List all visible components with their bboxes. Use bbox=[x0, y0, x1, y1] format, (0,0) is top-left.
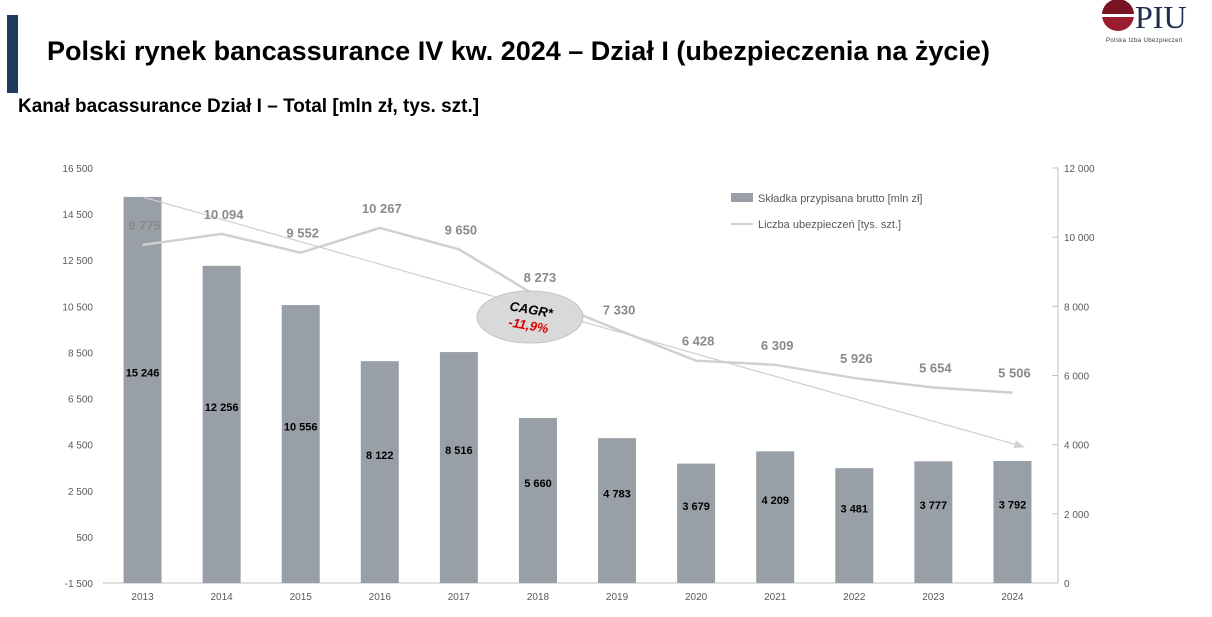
bar-2021 bbox=[756, 451, 795, 583]
bar-value-label: 5 660 bbox=[524, 478, 552, 490]
bar-2020 bbox=[677, 463, 716, 583]
right-tick-label: 2 000 bbox=[1064, 510, 1089, 521]
cagr-annotation: CAGR*-11,9% bbox=[476, 290, 584, 344]
bar-2018 bbox=[518, 417, 557, 583]
bar-2023 bbox=[914, 461, 953, 583]
line-value-label: 6 428 bbox=[682, 334, 715, 349]
bar-value-label: 8 516 bbox=[445, 445, 473, 457]
bar-series: 15 246 12 256 10 556 8 122 8 516 5 660 4 783 3 … bbox=[123, 196, 1032, 583]
bar-value-label: 4 209 bbox=[761, 495, 789, 507]
x-axis: 2013 2014 2015 2016 2017 2018 2019 2020 2021 2022… bbox=[103, 582, 1052, 603]
bar-value-label: 10 556 bbox=[284, 422, 318, 434]
trend-arrow-line bbox=[142, 196, 1025, 448]
line-value-label: 5 506 bbox=[998, 366, 1031, 381]
bancassurance-chart: -1 500 500 2 500 4 500 6 500 8 500 10 500 12 50… bbox=[62, 164, 1095, 603]
x-tick-label: 2021 bbox=[764, 592, 787, 603]
bar-2024 bbox=[993, 460, 1032, 583]
x-tick-label: 2016 bbox=[369, 592, 392, 603]
bar-2014 bbox=[202, 265, 241, 583]
x-tick-label: 2019 bbox=[606, 592, 629, 603]
line-value-label: 6 309 bbox=[761, 338, 794, 353]
left-tick-label: 14 500 bbox=[62, 210, 93, 221]
cagr-bubble bbox=[476, 290, 584, 344]
line-value-label: 5 926 bbox=[840, 351, 873, 366]
bar-value-label: 3 792 bbox=[999, 500, 1027, 512]
bar-value-label: 12 256 bbox=[205, 402, 239, 414]
line-value-label: 5 654 bbox=[919, 360, 952, 375]
x-tick-label: 2014 bbox=[211, 592, 234, 603]
title-accent-bar bbox=[7, 15, 18, 93]
x-tick-label: 2018 bbox=[527, 592, 550, 603]
trend-arrow-head bbox=[1013, 440, 1025, 449]
bar-2015 bbox=[281, 305, 320, 583]
line-value-label: 7 330 bbox=[603, 303, 636, 318]
left-tick-label: 500 bbox=[76, 533, 93, 544]
left-tick-label: 2 500 bbox=[68, 487, 93, 498]
line-value-label: 9 775 bbox=[128, 218, 161, 233]
piu-logo: PIU bbox=[1102, 0, 1187, 35]
right-tick-label: 4 000 bbox=[1064, 441, 1089, 452]
right-tick-label: 12 000 bbox=[1064, 164, 1095, 175]
left-tick-label: -1 500 bbox=[65, 579, 94, 590]
x-tick-label: 2022 bbox=[843, 592, 866, 603]
x-tick-label: 2023 bbox=[922, 592, 945, 603]
left-tick-label: 6 500 bbox=[68, 395, 93, 406]
left-tick-label: 10 500 bbox=[62, 302, 93, 313]
right-tick-label: 6 000 bbox=[1064, 372, 1089, 383]
right-tick-label: 8 000 bbox=[1064, 302, 1089, 313]
right-tick-label: 0 bbox=[1064, 579, 1070, 590]
legend-bar-label: Składka przypisana brutto [mln zł] bbox=[758, 193, 922, 205]
bar-value-label: 8 122 bbox=[366, 450, 394, 462]
left-tick-label: 8 500 bbox=[68, 348, 93, 359]
bar-value-label: 4 783 bbox=[603, 488, 631, 500]
left-axis: -1 500 500 2 500 4 500 6 500 8 500 10 500 12 50… bbox=[62, 164, 93, 590]
bar-value-label: 3 481 bbox=[841, 503, 869, 515]
legend-line-label: Liczba ubezpieczeń [tys. szt.] bbox=[758, 219, 901, 231]
left-tick-label: 4 500 bbox=[68, 441, 93, 452]
logo-caption: Polska Izba Ubezpieczeń bbox=[1106, 38, 1183, 44]
chart-subtitle: Kanał bacassurance Dział I – Total [mln … bbox=[18, 96, 480, 117]
line-value-label: 10 094 bbox=[204, 207, 245, 222]
bar-2016 bbox=[360, 361, 399, 583]
x-tick-label: 2015 bbox=[290, 592, 313, 603]
left-tick-label: 16 500 bbox=[62, 164, 93, 175]
logo-text: PIU bbox=[1135, 0, 1187, 35]
legend-bar-swatch bbox=[731, 193, 753, 202]
page-title: Polski rynek bancassurance IV kw. 2024 –… bbox=[47, 36, 990, 66]
bar-value-label: 15 246 bbox=[126, 368, 160, 380]
right-tick-label: 10 000 bbox=[1064, 233, 1095, 244]
x-tick-label: 2024 bbox=[1001, 592, 1024, 603]
cagr-trend bbox=[142, 196, 1025, 449]
line-value-label: 9 650 bbox=[445, 222, 478, 237]
line-value-label: 10 267 bbox=[362, 201, 402, 216]
x-tick-label: 2020 bbox=[685, 592, 708, 603]
bar-value-label: 3 679 bbox=[682, 501, 710, 513]
left-tick-label: 12 500 bbox=[62, 256, 93, 267]
bar-2022 bbox=[835, 468, 874, 583]
line-value-label: 9 552 bbox=[286, 226, 319, 241]
legend: Składka przypisana brutto [mln zł] Liczba… bbox=[731, 193, 922, 231]
bar-2019 bbox=[598, 438, 637, 583]
x-tick-label: 2017 bbox=[448, 592, 471, 603]
line-value-label: 8 273 bbox=[524, 270, 557, 285]
x-tick-label: 2013 bbox=[131, 592, 154, 603]
bar-2013 bbox=[123, 196, 162, 583]
bar-value-label: 3 777 bbox=[920, 500, 948, 512]
bar-2017 bbox=[439, 352, 478, 583]
cagr-value: -11,9% bbox=[507, 314, 550, 336]
right-axis: 0 2 000 4 000 6 000 8 000 10 000 12 000 bbox=[1052, 164, 1095, 590]
